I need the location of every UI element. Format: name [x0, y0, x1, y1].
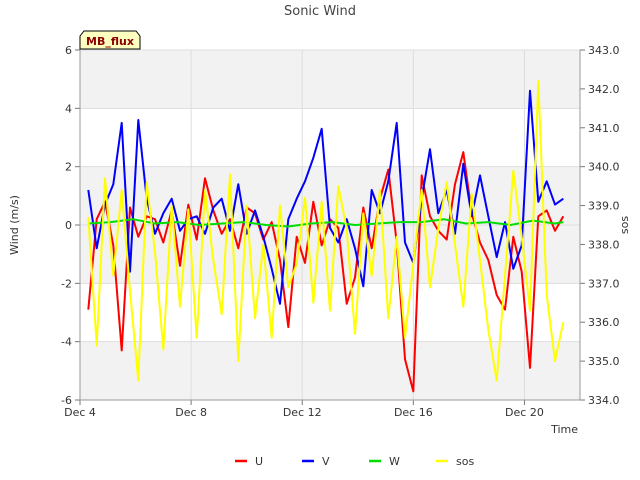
- y2-tick-label: 343.0: [588, 44, 620, 57]
- series-line-u: [87, 151, 565, 393]
- y-tick-label: 0: [65, 219, 72, 232]
- y2-tick-label: 336.0: [588, 316, 620, 329]
- y2-tick-label: 337.0: [588, 277, 620, 290]
- x-tick-label: Dec 8: [175, 406, 207, 419]
- y-tick-label: 2: [65, 161, 72, 174]
- series-layer: [87, 80, 565, 393]
- x-tick-label: Dec 12: [283, 406, 322, 419]
- x-tick-label: Dec 4: [64, 406, 96, 419]
- legend-label-u: U: [255, 455, 263, 468]
- y-tick-label: -6: [61, 394, 72, 407]
- y2-tick-label: 335.0: [588, 355, 620, 368]
- y2-tick-label: 338.0: [588, 238, 620, 251]
- y-tick-label: -4: [61, 336, 72, 349]
- x-tick-label: Dec 20: [505, 406, 544, 419]
- x-tick-label: Dec 16: [394, 406, 433, 419]
- y2-tick-label: 340.0: [588, 161, 620, 174]
- y-axis-label: Wind (m/s): [8, 195, 21, 255]
- y2-tick-label: 339.0: [588, 200, 620, 213]
- y-tick-label: -2: [61, 277, 72, 290]
- axes: Dec 4 Dec 8 Dec 12 Dec 16 Dec 20 -6 -4 -2 0 2 4 6 33…: [61, 44, 619, 419]
- y2-tick-label: 334.0: [588, 394, 620, 407]
- series-line-v: [87, 89, 564, 305]
- legend-label-v: V: [322, 455, 330, 468]
- y2-tick-label: 342.0: [588, 83, 620, 96]
- x-axis-label: Time: [550, 423, 578, 436]
- y2-axis-label: sos: [618, 216, 631, 234]
- chart-title: Sonic Wind: [284, 4, 356, 19]
- legend-label-sos: sos: [456, 455, 474, 468]
- site-label-badge: MB_flux: [79, 30, 141, 50]
- series-line-sos: [87, 80, 565, 382]
- legend-label-w: W: [389, 455, 400, 468]
- y-tick-label: 6: [65, 44, 72, 57]
- band-upper: [80, 50, 580, 109]
- y2-tick-label: 341.0: [588, 122, 620, 135]
- y-tick-label: 4: [65, 102, 72, 115]
- site-label-box: [79, 30, 141, 50]
- band-lower: [80, 341, 580, 400]
- site-label-text: MB_flux: [86, 35, 134, 48]
